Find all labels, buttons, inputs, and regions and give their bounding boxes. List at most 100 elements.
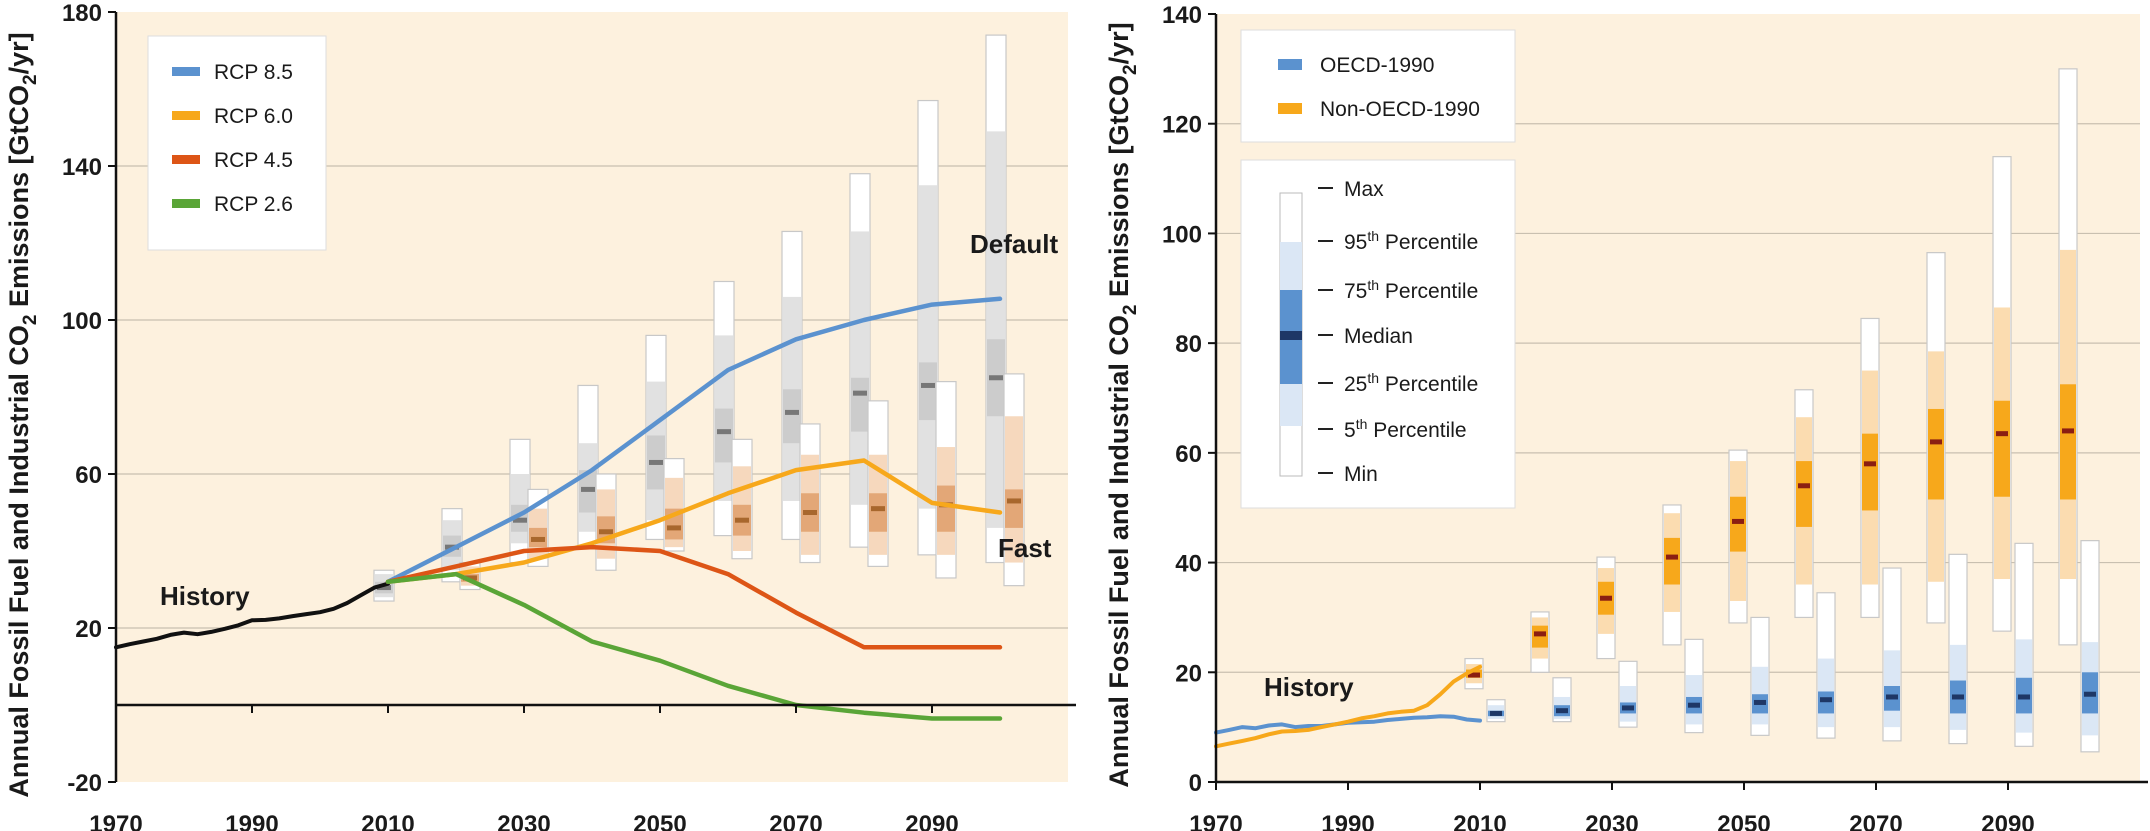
oecd-box-median bbox=[1886, 694, 1898, 700]
left-y-axis-label: Annual Fossil Fuel and Industrial CO2 Em… bbox=[4, 32, 41, 797]
x-tick-label: 1970 bbox=[89, 811, 142, 831]
default-box bbox=[645, 334, 667, 541]
legend-label: RCP 2.6 bbox=[214, 193, 293, 216]
fast-box-median bbox=[667, 525, 681, 531]
default-box bbox=[713, 280, 735, 537]
nonoecd-box bbox=[1794, 389, 1814, 619]
left-boxplots bbox=[373, 34, 1025, 602]
x-tick-label: 2030 bbox=[497, 811, 550, 831]
oecd-box-median bbox=[1820, 697, 1832, 703]
history-line bbox=[114, 581, 390, 650]
x-tick-label: 2070 bbox=[1849, 811, 1902, 831]
left-axes bbox=[108, 11, 1076, 783]
right-y-axis-label: Annual Fossil Fuel and Industrial CO2 Em… bbox=[1104, 22, 1141, 787]
fast-box-p25-p75 bbox=[1005, 489, 1023, 528]
right-legend-box bbox=[1240, 29, 1516, 143]
nonoecd-box-p25-p75 bbox=[1862, 433, 1878, 511]
box-legend-max: Max bbox=[1344, 178, 1384, 201]
right-chart-panel: 0 20 40 60 80 100 120 140 1970 1990 2010 2030 2050 2… bbox=[1104, 2, 2148, 831]
nonoecd-box-median bbox=[1996, 431, 2008, 437]
history-line-nonoecd1990 bbox=[1214, 664, 1482, 749]
default-box-median bbox=[853, 390, 867, 396]
oecd-box bbox=[1552, 677, 1572, 723]
x-tick-label: 2050 bbox=[633, 811, 686, 831]
default-box-median bbox=[717, 429, 731, 435]
default-box-median bbox=[989, 375, 1003, 381]
series-line-rcp85 bbox=[385, 296, 1003, 585]
default-box-p25-p75 bbox=[715, 408, 733, 463]
right-y-tick-labels: 0 20 40 60 80 100 120 140 bbox=[1162, 2, 1202, 797]
box-legend-labels: Max 95th Percentile 75th Percentile Medi… bbox=[1318, 178, 1478, 486]
box-legend-p75: 75th Percentile bbox=[1344, 277, 1478, 303]
legend-swatch bbox=[172, 111, 200, 120]
right-axes bbox=[1208, 13, 2148, 790]
y-tick-label: 60 bbox=[1175, 441, 1202, 468]
x-tick-label: 1970 bbox=[1189, 811, 1242, 831]
fast-annotation: Fast bbox=[998, 533, 1052, 563]
nonoecd-box-p25-p75 bbox=[2060, 384, 2076, 500]
y-tick-label: 140 bbox=[1162, 2, 1202, 29]
left-chart-panel: -20 20 60 100 140 180 1970 1990 2010 2030 2050 207… bbox=[4, 0, 1076, 831]
oecd-box-median bbox=[1952, 694, 1964, 700]
legend-swatch bbox=[172, 199, 200, 208]
default-box-median bbox=[649, 459, 663, 465]
right-series-legend: OECD-1990 Non-OECD-1990 bbox=[1240, 29, 1516, 143]
fast-box-median bbox=[735, 517, 749, 523]
fast-box-p25-p75 bbox=[869, 493, 887, 532]
series-line-rcp26 bbox=[385, 571, 1003, 721]
x-tick-label: 2090 bbox=[1981, 811, 2034, 831]
fast-box bbox=[1003, 373, 1025, 587]
nonoecd-box-median bbox=[1534, 631, 1546, 637]
right-history-lines bbox=[1214, 664, 1482, 749]
fast-box bbox=[799, 423, 821, 564]
default-box-p25-p75 bbox=[851, 377, 869, 432]
box-legend-median-label: Median bbox=[1344, 325, 1413, 348]
oecd-box bbox=[1882, 567, 1902, 742]
fast-box-median bbox=[599, 529, 613, 535]
default-box-median bbox=[513, 517, 527, 523]
series-line-rcp60 bbox=[385, 458, 1003, 585]
box-legend-p5: 5th Percentile bbox=[1344, 416, 1467, 442]
legend-swatch bbox=[172, 67, 200, 76]
x-tick-label: 2030 bbox=[1585, 811, 1638, 831]
right-history-annotation: History bbox=[1264, 672, 1354, 702]
legend-label: Non-OECD-1990 bbox=[1320, 98, 1480, 121]
nonoecd-box-p25-p75 bbox=[1664, 537, 1680, 585]
nonoecd-box-median bbox=[2062, 428, 2074, 434]
x-tick-label: 2070 bbox=[769, 811, 822, 831]
y-tick-label: 80 bbox=[1175, 331, 1202, 358]
nonoecd-box bbox=[1728, 449, 1748, 624]
nonoecd-box-median bbox=[1732, 518, 1744, 524]
nonoecd-box bbox=[1662, 504, 1682, 646]
oecd-box bbox=[1816, 592, 1836, 739]
y-tick-label: -20 bbox=[67, 770, 102, 797]
default-box bbox=[985, 34, 1007, 564]
oecd-box-median bbox=[1622, 705, 1634, 711]
x-tick-label: 2050 bbox=[1717, 811, 1770, 831]
oecd-box bbox=[1684, 638, 1704, 734]
fast-box-median bbox=[803, 510, 817, 515]
oecd-box bbox=[1750, 616, 1770, 736]
nonoecd-box-p25-p75 bbox=[1796, 461, 1812, 527]
box-legend-median bbox=[1280, 331, 1302, 340]
fast-box-median bbox=[463, 575, 477, 581]
default-box bbox=[849, 173, 871, 548]
box-legend-min: Min bbox=[1344, 463, 1378, 486]
legend-label: RCP 4.5 bbox=[214, 149, 293, 172]
nonoecd-box-p25-p75 bbox=[1928, 408, 1944, 500]
right-x-tick-labels: 1970 1990 2010 2030 2050 2070 2090 bbox=[1189, 811, 2034, 831]
x-tick-label: 2090 bbox=[905, 811, 958, 831]
nonoecd-box-median bbox=[1930, 439, 1942, 445]
x-tick-label: 2010 bbox=[361, 811, 414, 831]
box-legend-p25: 25th Percentile bbox=[1344, 370, 1478, 396]
oecd-box bbox=[1618, 660, 1638, 728]
y-tick-label: 60 bbox=[75, 462, 102, 489]
default-box-p25-p75 bbox=[919, 362, 937, 421]
fast-box bbox=[731, 438, 753, 560]
nonoecd-box-p25-p75 bbox=[1532, 625, 1548, 648]
oecd-box-median bbox=[1754, 699, 1766, 705]
x-tick-label: 2010 bbox=[1453, 811, 1506, 831]
x-tick-label: 1990 bbox=[225, 811, 278, 831]
nonoecd-box bbox=[1860, 317, 1880, 619]
nonoecd-box-median bbox=[1600, 595, 1612, 601]
